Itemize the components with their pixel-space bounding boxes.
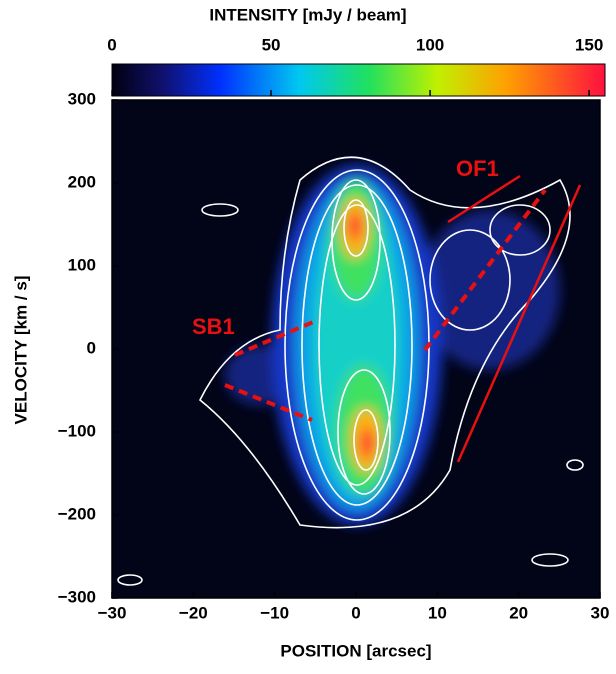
pv-image <box>112 100 600 598</box>
y-tick-label: 0 <box>87 338 96 357</box>
colorbar-tick-label: 150 <box>575 35 603 54</box>
colorbar-tick-label: 0 <box>107 35 116 54</box>
y-axis-label: VELOCITY [km / s] <box>11 276 30 425</box>
x-axis-label: POSITION [arcsec] <box>280 641 431 660</box>
annotation: SB1 <box>192 314 235 339</box>
annotation: OF1 <box>456 156 499 181</box>
y-tick-label: 200 <box>68 172 96 191</box>
x-tick-label: −10 <box>260 603 289 622</box>
x-tick-label: 10 <box>428 603 447 622</box>
y-tick-label: −300 <box>58 587 96 606</box>
y-tick-label: 100 <box>68 255 96 274</box>
colorbar-tick-label: 100 <box>416 35 444 54</box>
x-tick-label: 0 <box>351 603 360 622</box>
x-tick-label: −30 <box>98 603 127 622</box>
x-tick-label: 20 <box>509 603 528 622</box>
colorbar-tick-label: 50 <box>262 35 281 54</box>
colorbar-label: INTENSITY [mJy / beam] <box>209 5 406 24</box>
colorbar <box>111 63 606 97</box>
y-tick-label: −200 <box>58 504 96 523</box>
y-tick-label: 300 <box>68 89 96 108</box>
y-tick-label: −100 <box>58 421 96 440</box>
x-tick-label: −20 <box>179 603 208 622</box>
x-tick-label: 30 <box>591 603 610 622</box>
